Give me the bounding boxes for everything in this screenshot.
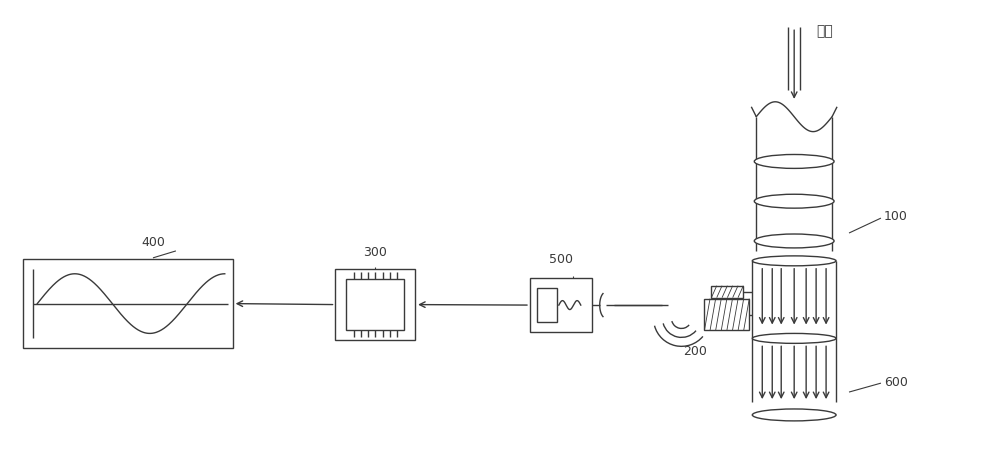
Ellipse shape (754, 194, 834, 208)
Ellipse shape (754, 154, 834, 169)
Ellipse shape (754, 234, 834, 248)
Text: 600: 600 (884, 376, 908, 389)
Text: 500: 500 (549, 253, 573, 266)
Ellipse shape (752, 409, 836, 421)
Text: 400: 400 (141, 236, 165, 249)
Text: 100: 100 (884, 210, 908, 223)
Bar (711, 286, 743, 298)
Ellipse shape (752, 333, 836, 343)
Text: 300: 300 (363, 246, 387, 259)
Bar (704, 299, 749, 331)
Text: 200: 200 (684, 345, 707, 358)
Bar (346, 279, 404, 331)
Bar (530, 278, 592, 333)
Text: 排气: 排气 (816, 24, 833, 38)
Bar (23, 259, 233, 349)
Bar (335, 269, 415, 341)
Bar (537, 288, 557, 323)
Ellipse shape (752, 256, 836, 266)
